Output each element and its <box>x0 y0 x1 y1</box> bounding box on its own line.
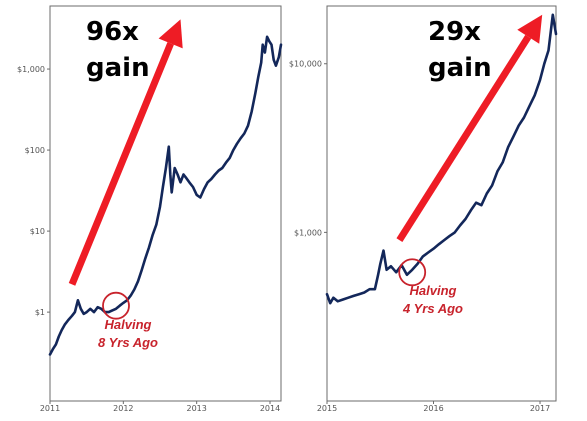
halving-annotation-line-1: Halving <box>410 283 457 298</box>
halving-circle <box>398 258 427 287</box>
y-tick-label: $1,000 <box>294 228 322 237</box>
halving-annotation-line-2: 8 Yrs Ago <box>98 335 158 350</box>
chart-2011-2014: $1 $10 $100 $1,000 2011 2012 2013 2014 96x gain Ha… <box>17 5 283 413</box>
y-tick-label: $1,000 <box>17 65 45 74</box>
gain-arrow-head <box>517 14 543 44</box>
gain-arrow-shaft <box>396 34 532 242</box>
gain-multiple-label: 29x <box>428 17 481 47</box>
plot-frame <box>49 5 282 402</box>
plot-frame <box>326 5 557 402</box>
price-series-line <box>48 35 283 356</box>
halving-annotation-line-1: Halving <box>105 317 152 332</box>
x-tick-label: 2016 <box>423 404 443 413</box>
y-tick-label: $1 <box>35 308 45 317</box>
x-tick-label: 2011 <box>40 404 60 413</box>
x-tick-label: 2015 <box>317 404 337 413</box>
y-tick-label: $10,000 <box>289 60 322 69</box>
x-tick-label: 2012 <box>113 404 133 413</box>
gain-word-label: gain <box>428 53 492 83</box>
gain-arrow-head <box>158 19 183 49</box>
chart-2015-2017: $1,000 $10,000 2015 2016 2017 29x gain Halving 4… <box>289 5 558 413</box>
gain-word-label: gain <box>86 53 150 83</box>
y-tick-label: $100 <box>25 146 45 155</box>
halving-annotation-line-2: 4 Yrs Ago <box>402 301 463 316</box>
x-tick-label: 2013 <box>186 404 206 413</box>
gain-multiple-label: 96x <box>86 17 139 47</box>
price-series-line <box>325 13 558 305</box>
y-tick-label: $10 <box>30 227 45 236</box>
gain-arrow-shaft <box>68 42 174 286</box>
x-tick-label: 2014 <box>260 404 280 413</box>
halving-circle <box>102 291 130 320</box>
x-tick-label: 2017 <box>530 404 550 413</box>
